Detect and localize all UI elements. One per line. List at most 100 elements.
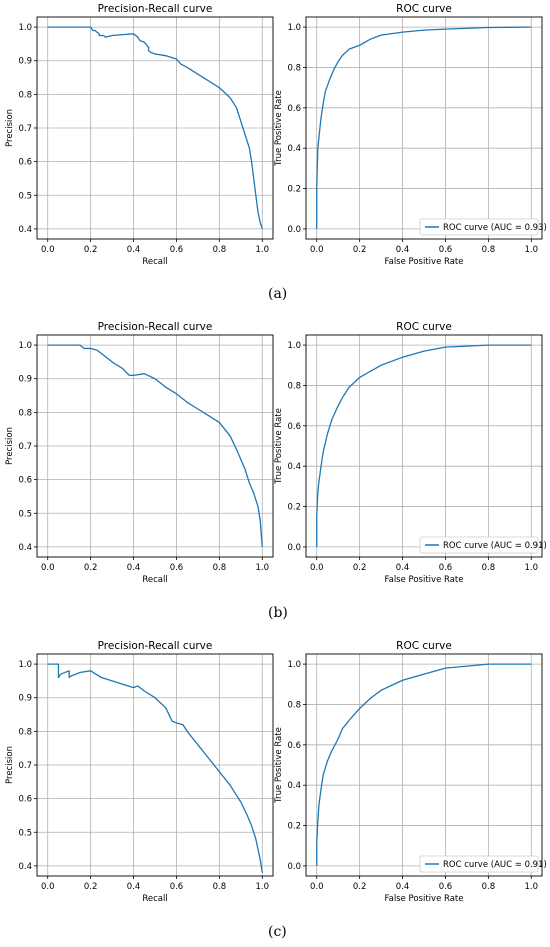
x-tick-label: 0.0 [310,245,324,255]
legend: ROC curve (AUC = 0.91) [419,855,547,873]
x-tick-label: 0.0 [41,245,55,255]
x-tick-label: 0.6 [439,882,453,892]
x-tick-label: 0.2 [353,882,367,892]
legend-box [419,218,539,236]
x-tick-label: 0.4 [127,563,141,573]
x-tick-label: 1.0 [525,245,539,255]
x-tick-label: 0.2 [353,563,367,573]
x-tick-label: 0.6 [170,563,184,573]
y-tick-label: 1.0 [287,341,301,351]
y-tick-label: 0.6 [18,158,32,168]
x-tick-label: 0.6 [439,563,453,573]
x-tick-label: 0.0 [310,882,324,892]
y-tick-label: 0.2 [287,503,301,513]
y-tick-label: 0.8 [18,90,32,100]
x-tick-label: 0.6 [170,882,184,892]
y-axis-label: Precision [5,746,15,784]
pr-curve-line [47,26,263,230]
x-axis-label: False Positive Rate [385,575,464,585]
x-tick-label: 1.0 [525,563,539,573]
plot-frame [305,653,543,877]
x-tick-label: 1.0 [256,245,270,255]
y-axis-label: True Positive Rate [274,727,284,804]
x-tick-label: 0.8 [213,882,227,892]
y-tick-label: 0.6 [18,795,32,805]
legend-label: ROC curve (AUC = 0.91) [443,541,547,551]
chart-title: Precision-Recall curve [98,3,213,15]
x-tick-label: 0.2 [84,245,98,255]
caption-a: (a) [268,286,288,302]
y-tick-label: 0.5 [18,828,32,838]
x-tick-label: 0.8 [482,563,496,573]
x-tick-label: 0.8 [482,245,496,255]
y-tick-label: 1.0 [18,341,32,351]
roc-chart-c: 0.0 0.2 0.4 0.6 0.8 1.0 0.0 0.2 0.4 0.6 0.8 1.0 ROC … [274,640,547,904]
y-tick-label: 0.2 [287,822,301,832]
chart-title: ROC curve [396,321,452,333]
y-tick-label: 0.9 [18,694,32,704]
roc-curve-line [316,344,532,547]
y-tick-label: 0.8 [287,700,301,710]
x-tick-label: 0.0 [41,563,55,573]
plot-frame [36,653,274,877]
y-tick-label: 0.4 [287,781,301,791]
chart-title: ROC curve [396,3,452,15]
x-tick-label: 0.0 [310,563,324,573]
x-tick-label: 1.0 [256,563,270,573]
y-axis-label: True Positive Rate [274,90,284,167]
pr-chart-b: 0.0 0.2 0.4 0.6 0.8 1.0 0.4 0.5 0.6 0.7 0.8 0.9 1.0 P… [5,321,274,585]
y-tick-label: 0.4 [18,862,32,872]
legend-label: ROC curve (AUC = 0.91) [443,860,547,870]
y-tick-label: 0.7 [18,442,32,452]
y-tick-label: 1.0 [18,660,32,670]
plot-frame [305,334,543,558]
x-tick-label: 0.2 [84,563,98,573]
x-tick-label: 0.2 [353,245,367,255]
y-axis-label: True Positive Rate [274,408,284,485]
y-tick-label: 0.9 [18,375,32,385]
x-tick-label: 0.2 [84,882,98,892]
y-tick-label: 0.4 [18,543,32,553]
x-tick-label: 1.0 [525,882,539,892]
y-tick-label: 0.4 [287,462,301,472]
x-axis-label: Recall [142,894,167,904]
y-tick-label: 0.5 [18,509,32,519]
legend-label: ROC curve (AUC = 0.93) [443,223,547,233]
y-tick-label: 1.0 [287,23,301,33]
pr-chart-c: 0.0 0.2 0.4 0.6 0.8 1.0 0.4 0.5 0.6 0.7 0.8 0.9 1.0 P… [5,640,274,904]
y-axis-label: Precision [5,427,15,465]
chart-title: ROC curve [396,640,452,652]
pr-chart-a: 0.0 0.2 0.4 0.6 0.8 1.0 0.4 0.5 0.6 0.7 0.8 0.9 1.0 P… [5,3,274,267]
y-tick-label: 0.4 [18,225,32,235]
chart-title: Precision-Recall curve [98,640,213,652]
legend: ROC curve (AUC = 0.93) [419,218,547,236]
y-tick-label: 0.8 [287,381,301,391]
x-tick-label: 0.4 [127,245,141,255]
y-tick-label: 1.0 [287,660,301,670]
legend-box [419,855,539,873]
y-tick-label: 0.4 [287,144,301,154]
caption-b: (b) [268,605,288,621]
y-tick-label: 0.9 [18,57,32,67]
y-tick-label: 0.6 [287,741,301,751]
y-tick-label: 0.8 [18,727,32,737]
plot-frame [36,334,274,558]
x-tick-label: 0.4 [396,245,410,255]
y-tick-label: 1.0 [18,23,32,33]
x-tick-label: 0.8 [213,563,227,573]
y-tick-label: 0.0 [287,543,301,553]
y-tick-label: 0.8 [18,408,32,418]
y-tick-label: 0.0 [287,225,301,235]
y-tick-label: 0.6 [18,476,32,486]
legend-box [419,536,539,554]
roc-chart-b: 0.0 0.2 0.4 0.6 0.8 1.0 0.0 0.2 0.4 0.6 0.8 1.0 ROC … [274,321,547,585]
plot-frame [305,16,543,240]
x-tick-label: 0.4 [127,882,141,892]
x-axis-label: Recall [142,575,167,585]
x-axis-label: False Positive Rate [385,257,464,267]
x-tick-label: 0.6 [170,245,184,255]
pr-curve-line [47,663,263,873]
x-tick-label: 1.0 [256,882,270,892]
x-tick-label: 0.6 [439,245,453,255]
y-tick-label: 0.8 [287,63,301,73]
